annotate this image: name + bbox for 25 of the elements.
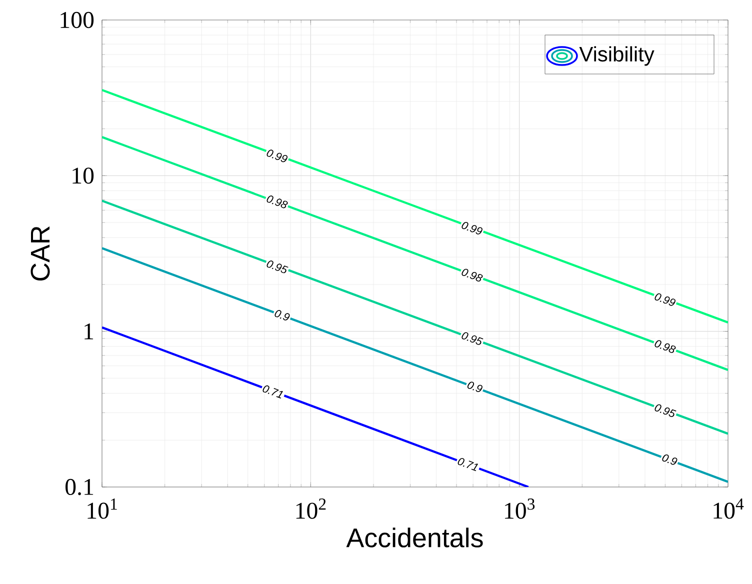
- annotation: 0.95: [266, 260, 288, 274]
- annotation: 0.71: [458, 458, 478, 472]
- annotation: 0.95: [654, 404, 676, 417]
- annotation: 0.95: [462, 332, 484, 345]
- annotation: 0.99: [654, 293, 676, 306]
- annotation: 0.98: [266, 196, 288, 208]
- y-axis-title: CAR: [30, 226, 50, 281]
- x-tick-label: 10$^{2}$: [296, 498, 326, 519]
- y-tick-label: 1: [84, 323, 94, 340]
- legend-title: Visibility: [579, 46, 654, 66]
- y-tick-label: 100: [60, 12, 94, 28]
- annotation: 0.9: [274, 310, 290, 320]
- annotation: 0.99: [266, 150, 288, 162]
- annotation: 0.9: [662, 454, 678, 465]
- x-tick-label: 10$^{3}$: [505, 498, 535, 519]
- x-axis-title: Accidentals: [346, 528, 483, 548]
- annotation: 0.99: [462, 222, 482, 234]
- annotation: 0.9: [467, 382, 482, 392]
- y-tick-label: 0.1: [66, 478, 94, 496]
- x-tick-label: 10$^{4}$: [714, 498, 744, 519]
- annotation: 0.71: [262, 385, 283, 398]
- y-tick-label: 10: [72, 168, 94, 184]
- annotation: 0.98: [462, 268, 483, 282]
- annotation: 0.98: [654, 340, 676, 353]
- x-tick-label: 10$^{1}$: [88, 498, 117, 519]
